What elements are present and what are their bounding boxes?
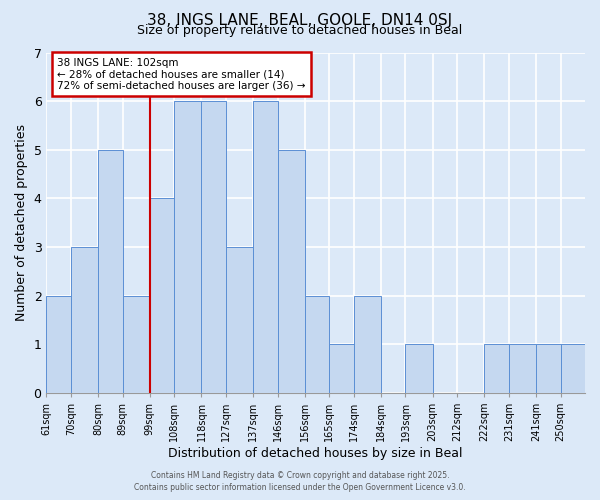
Bar: [354, 296, 381, 393]
Bar: [305, 296, 329, 393]
Bar: [226, 247, 253, 393]
Bar: [98, 150, 122, 393]
Bar: [122, 296, 150, 393]
Bar: [46, 296, 71, 393]
Text: 38, INGS LANE, BEAL, GOOLE, DN14 0SJ: 38, INGS LANE, BEAL, GOOLE, DN14 0SJ: [148, 12, 452, 28]
Bar: [536, 344, 560, 393]
Bar: [509, 344, 536, 393]
X-axis label: Distribution of detached houses by size in Beal: Distribution of detached houses by size …: [169, 447, 463, 460]
Bar: [150, 198, 174, 393]
Bar: [253, 101, 278, 393]
Bar: [329, 344, 354, 393]
Bar: [174, 101, 202, 393]
Bar: [202, 101, 226, 393]
Text: Size of property relative to detached houses in Beal: Size of property relative to detached ho…: [137, 24, 463, 37]
Text: 38 INGS LANE: 102sqm
← 28% of detached houses are smaller (14)
72% of semi-detac: 38 INGS LANE: 102sqm ← 28% of detached h…: [57, 58, 305, 91]
Bar: [71, 247, 98, 393]
Text: Contains HM Land Registry data © Crown copyright and database right 2025.
Contai: Contains HM Land Registry data © Crown c…: [134, 471, 466, 492]
Bar: [560, 344, 585, 393]
Bar: [406, 344, 433, 393]
Bar: [484, 344, 509, 393]
Bar: [278, 150, 305, 393]
Y-axis label: Number of detached properties: Number of detached properties: [15, 124, 28, 321]
